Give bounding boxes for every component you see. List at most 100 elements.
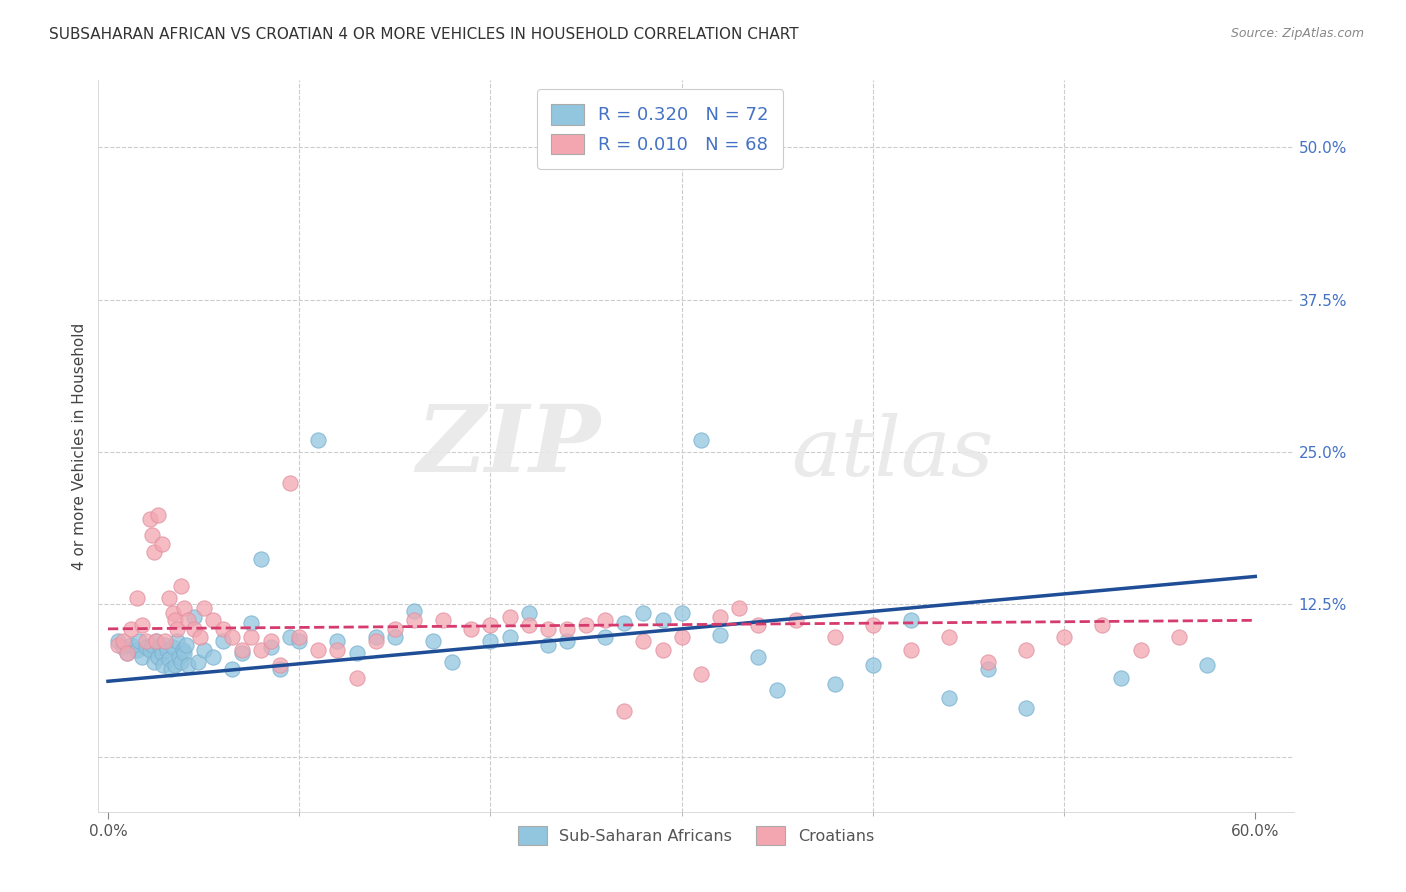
- Point: [537, 622, 560, 636]
- Point: [498, 609, 520, 624]
- Point: [747, 649, 769, 664]
- Point: [402, 613, 425, 627]
- Point: [162, 640, 184, 655]
- Point: [250, 552, 273, 566]
- Point: [364, 634, 387, 648]
- Point: [142, 545, 165, 559]
- Point: [422, 634, 444, 648]
- Point: [728, 601, 751, 615]
- Point: [211, 634, 233, 648]
- Point: [125, 591, 148, 606]
- Point: [402, 604, 425, 618]
- Point: [149, 640, 172, 655]
- Point: [593, 631, 616, 645]
- Point: [555, 634, 578, 648]
- Point: [176, 638, 198, 652]
- Point: [139, 512, 162, 526]
- Point: [166, 622, 188, 636]
- Point: [160, 662, 183, 676]
- Point: [326, 634, 349, 648]
- Point: [177, 613, 200, 627]
- Point: [824, 631, 846, 645]
- Point: [575, 618, 598, 632]
- Point: [537, 638, 560, 652]
- Point: [177, 658, 200, 673]
- Point: [1091, 618, 1114, 632]
- Point: [278, 475, 301, 490]
- Point: [240, 631, 263, 645]
- Point: [862, 658, 884, 673]
- Point: [709, 609, 731, 624]
- Point: [259, 640, 281, 655]
- Point: [157, 652, 180, 666]
- Point: [107, 638, 129, 652]
- Point: [141, 528, 163, 542]
- Point: [141, 638, 163, 652]
- Point: [633, 634, 655, 648]
- Point: [633, 606, 655, 620]
- Point: [269, 662, 291, 676]
- Point: [346, 671, 368, 685]
- Point: [115, 646, 138, 660]
- Y-axis label: 4 or more Vehicles in Household: 4 or more Vehicles in Household: [72, 322, 87, 570]
- Point: [240, 615, 263, 630]
- Point: [479, 634, 502, 648]
- Point: [671, 631, 693, 645]
- Point: [288, 634, 311, 648]
- Point: [128, 634, 150, 648]
- Point: [441, 655, 464, 669]
- Point: [152, 658, 174, 673]
- Point: [976, 662, 998, 676]
- Point: [183, 622, 205, 636]
- Legend: Sub-Saharan Africans, Croatians: Sub-Saharan Africans, Croatians: [512, 820, 880, 851]
- Point: [162, 606, 184, 620]
- Point: [517, 618, 540, 632]
- Point: [169, 655, 191, 669]
- Point: [671, 606, 693, 620]
- Point: [479, 618, 502, 632]
- Point: [188, 631, 211, 645]
- Point: [139, 642, 162, 657]
- Point: [167, 649, 190, 664]
- Text: ZIP: ZIP: [416, 401, 600, 491]
- Point: [115, 646, 138, 660]
- Point: [747, 618, 769, 632]
- Point: [146, 508, 169, 523]
- Point: [221, 662, 243, 676]
- Point: [193, 642, 215, 657]
- Point: [938, 631, 960, 645]
- Text: SUBSAHARAN AFRICAN VS CROATIAN 4 OR MORE VEHICLES IN HOUSEHOLD CORRELATION CHART: SUBSAHARAN AFRICAN VS CROATIAN 4 OR MORE…: [49, 27, 799, 42]
- Point: [231, 646, 253, 660]
- Point: [460, 622, 482, 636]
- Point: [120, 638, 142, 652]
- Point: [824, 676, 846, 690]
- Point: [1053, 631, 1076, 645]
- Point: [187, 655, 209, 669]
- Point: [157, 591, 180, 606]
- Point: [307, 433, 329, 447]
- Point: [938, 691, 960, 706]
- Point: [651, 642, 673, 657]
- Point: [150, 646, 173, 660]
- Point: [785, 613, 807, 627]
- Text: Source: ZipAtlas.com: Source: ZipAtlas.com: [1230, 27, 1364, 40]
- Text: atlas: atlas: [792, 413, 994, 493]
- Point: [1015, 642, 1038, 657]
- Point: [211, 622, 233, 636]
- Point: [193, 601, 215, 615]
- Point: [900, 613, 922, 627]
- Point: [146, 649, 169, 664]
- Point: [278, 631, 301, 645]
- Point: [900, 642, 922, 657]
- Point: [145, 634, 167, 648]
- Point: [651, 613, 673, 627]
- Point: [766, 682, 789, 697]
- Point: [202, 649, 225, 664]
- Point: [173, 601, 195, 615]
- Point: [156, 642, 179, 657]
- Point: [112, 640, 135, 655]
- Point: [593, 613, 616, 627]
- Point: [131, 618, 153, 632]
- Point: [131, 649, 153, 664]
- Point: [613, 704, 636, 718]
